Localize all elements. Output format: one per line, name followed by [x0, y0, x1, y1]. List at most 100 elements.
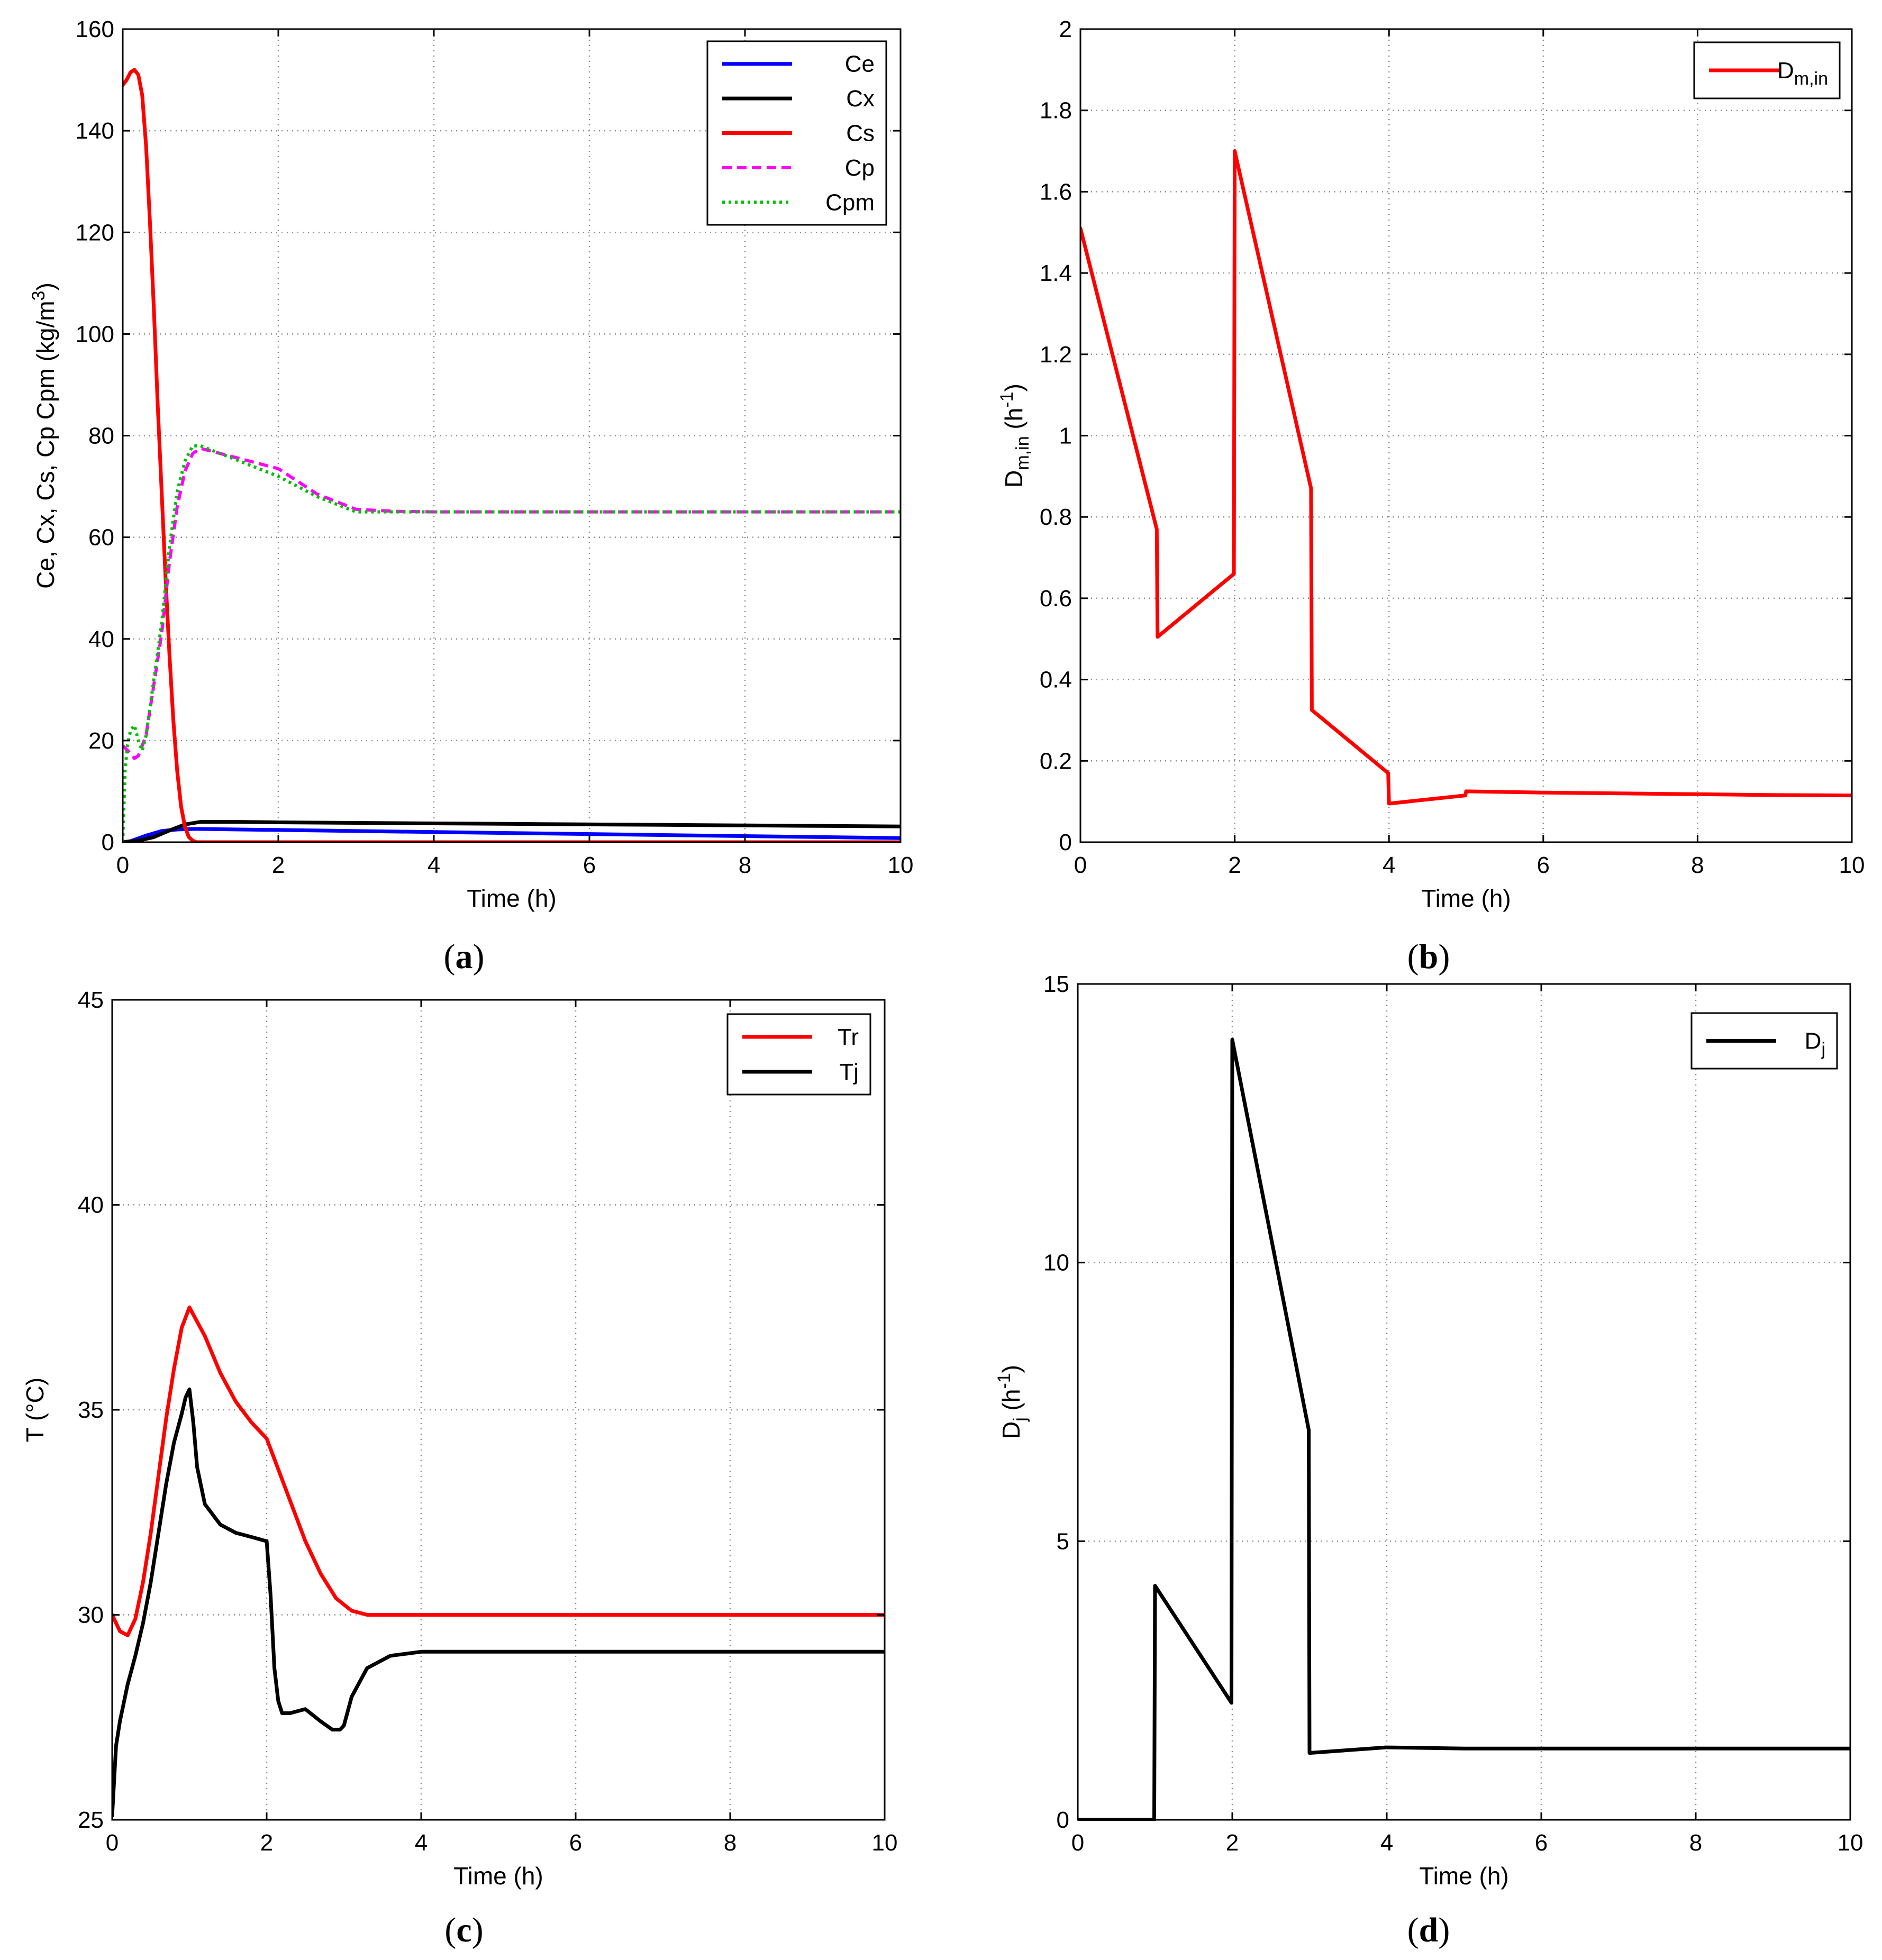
y-label-sup: -1	[994, 1373, 1014, 1389]
x-tick-label: 0	[1071, 1830, 1084, 1856]
series-line-tr	[112, 1305, 885, 1637]
chart-panel-b: 0 2 4 6 8 10 0 0.2 0.4 0.6 0.8 1 1.2 1.4 1.6 1.8 2 Time (…	[997, 16, 1865, 976]
legend-label-cs: Cs	[846, 121, 875, 147]
series-line-d-j	[1078, 1037, 1850, 1821]
x-tick-label: 2	[260, 1830, 273, 1856]
y-tick-label: 40	[88, 626, 114, 652]
legend-label-tr: Tr	[838, 1024, 859, 1050]
caption-close: )	[1438, 1911, 1450, 1949]
legend-box	[726, 1013, 871, 1096]
legend: Dm,in	[1693, 41, 1841, 99]
legend-label-text: Tr	[838, 1024, 859, 1050]
caption-close: )	[472, 1911, 484, 1949]
y-axis-label: Dm,in (h-1)	[997, 384, 1033, 488]
x-tick-label: 6	[1537, 852, 1550, 878]
y-tick-label: 10	[1043, 1250, 1069, 1276]
y-label-close: )	[1000, 384, 1028, 391]
panel-caption: (c)	[444, 1911, 483, 1949]
y-label-close: )	[32, 282, 59, 290]
y-label-sub: j	[1010, 1417, 1030, 1422]
x-tick-label: 0	[106, 1830, 119, 1856]
panel-caption: (b)	[1407, 937, 1450, 976]
plot-area	[1078, 984, 1850, 1820]
y-axis-label: Ce, Cx, Cs, Cp Cpm (kg/m3)	[29, 282, 59, 589]
legend-label-text: Cp	[845, 155, 875, 181]
caption-letter: c	[456, 1911, 471, 1949]
legend-label-text: Tj	[839, 1059, 859, 1085]
x-tick-label: 2	[1226, 1830, 1239, 1856]
y-tick-label: 0.2	[1040, 748, 1072, 774]
series-line-cx	[123, 820, 901, 843]
legend-label-cx: Cx	[846, 86, 875, 112]
legend-label-text: Cs	[846, 121, 875, 147]
legend-label-d: Dj	[1805, 1028, 1825, 1060]
y-tick-label: 1	[1059, 423, 1072, 449]
series-line-ce	[123, 827, 901, 843]
caption-open: (	[444, 937, 456, 976]
y-label-main: D	[997, 1421, 1025, 1439]
y-tick-label: 5	[1057, 1528, 1069, 1554]
series-line-d-min	[1080, 149, 1852, 806]
y-tick-label: 120	[76, 220, 114, 245]
y-tick-label: 25	[78, 1807, 104, 1833]
y-tick-label: 20	[88, 728, 114, 754]
y-label-degree: °C	[21, 1385, 49, 1413]
x-tick-label: 10	[872, 1830, 898, 1856]
caption-close: )	[1438, 937, 1450, 976]
x-tick-label: 8	[1691, 852, 1704, 878]
y-label-main: Ce, Cx, Cs, Cp Cpm (kg/m	[32, 300, 59, 588]
legend: Ce Cx Cs Cp Cpm	[706, 40, 887, 226]
y-label-sup: -1	[997, 391, 1017, 407]
y-tick-label: 40	[78, 1192, 104, 1218]
caption-letter: b	[1419, 937, 1439, 976]
x-tick-label: 6	[569, 1830, 582, 1856]
x-axis-label: Time (h)	[1419, 1862, 1509, 1890]
y-tick-label: 0.4	[1040, 667, 1072, 693]
x-tick-label: 10	[888, 852, 914, 878]
x-tick-label: 8	[739, 852, 751, 878]
y-label-close: )	[21, 1378, 49, 1385]
y-tick-label: 0.6	[1040, 586, 1072, 612]
x-tick-label: 2	[272, 852, 285, 878]
x-axis-label: Time (h)	[1421, 885, 1511, 912]
y-label-close: )	[997, 1365, 1025, 1373]
y-axis-label: Dj (h-1)	[994, 1365, 1030, 1439]
y-tick-label: 60	[88, 525, 114, 551]
y-label-sub: m,in	[1013, 436, 1033, 470]
x-tick-label: 2	[1228, 852, 1241, 878]
legend: Dj	[1690, 1012, 1838, 1070]
y-tick-label: 0	[102, 829, 114, 855]
y-label-sup: 3	[29, 290, 49, 300]
x-tick-label: 0	[1074, 852, 1087, 878]
legend-label-ce: Ce	[845, 51, 875, 77]
chart-panel-c: 0 2 4 6 8 10 25 30 35 40 45 Time (h) T (°C) Tr Tj (c)	[21, 987, 897, 1949]
y-tick-label: 100	[76, 321, 114, 347]
y-tick-label: 140	[76, 118, 114, 144]
y-tick-label: 35	[78, 1397, 104, 1423]
x-tick-label: 4	[428, 852, 440, 878]
caption-open: (	[1407, 937, 1419, 976]
legend-label-text: D	[1777, 58, 1794, 84]
caption-letter: d	[1419, 1911, 1439, 1949]
y-tick-label: 0	[1057, 1807, 1069, 1833]
caption-close: )	[473, 937, 485, 976]
y-axis-label: T (°C)	[21, 1378, 49, 1442]
legend-label-sub: j	[1821, 1040, 1825, 1060]
plot-area	[1080, 29, 1852, 842]
x-tick-label: 0	[116, 852, 129, 878]
series-group	[1078, 1037, 1850, 1821]
legend-label-cp: Cp	[845, 155, 875, 181]
y-label-main: T (	[21, 1412, 49, 1442]
x-axis-label: Time (h)	[453, 1862, 543, 1890]
caption-open: (	[1407, 1911, 1419, 1949]
y-tick-label: 1.6	[1040, 179, 1072, 205]
x-tick-label: 10	[1838, 1830, 1863, 1856]
y-tick-label: 0.8	[1040, 504, 1072, 530]
y-tick-label: 1.2	[1040, 342, 1072, 368]
legend-label-text: Cx	[846, 86, 875, 112]
series-line-cpm	[123, 444, 901, 843]
panel-caption: (d)	[1407, 1911, 1450, 1949]
x-tick-label: 4	[415, 1830, 428, 1856]
